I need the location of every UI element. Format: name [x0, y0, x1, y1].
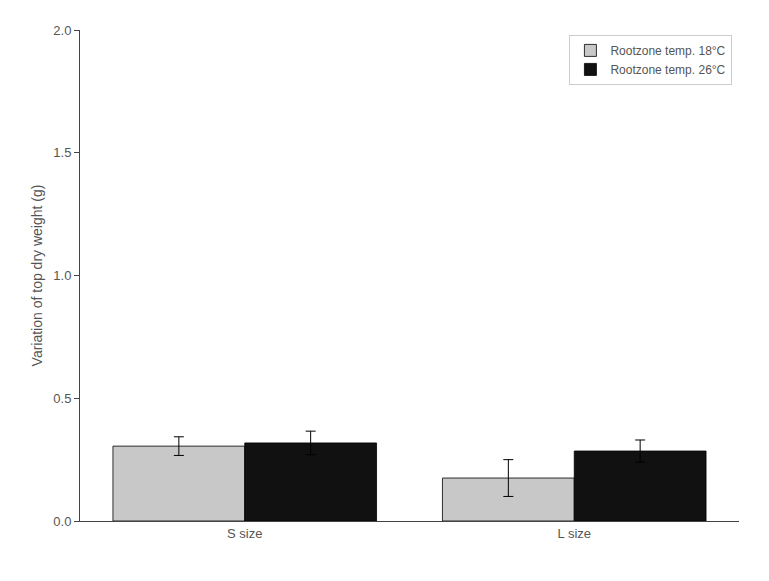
svg-text:2.0: 2.0 — [53, 23, 71, 38]
svg-text:1.0: 1.0 — [53, 268, 71, 283]
svg-text:L size: L size — [558, 526, 591, 541]
svg-text:Rootzone temp. 26°C: Rootzone temp. 26°C — [610, 63, 725, 77]
svg-text:Rootzone temp. 18°C: Rootzone temp. 18°C — [610, 44, 725, 58]
svg-text:1.5: 1.5 — [53, 145, 71, 160]
svg-text:Variation of top dry weight (g: Variation of top dry weight (g) — [29, 185, 45, 367]
svg-text:0.5: 0.5 — [53, 391, 71, 406]
svg-text:S size: S size — [227, 526, 262, 541]
svg-text:0.0: 0.0 — [53, 514, 71, 529]
